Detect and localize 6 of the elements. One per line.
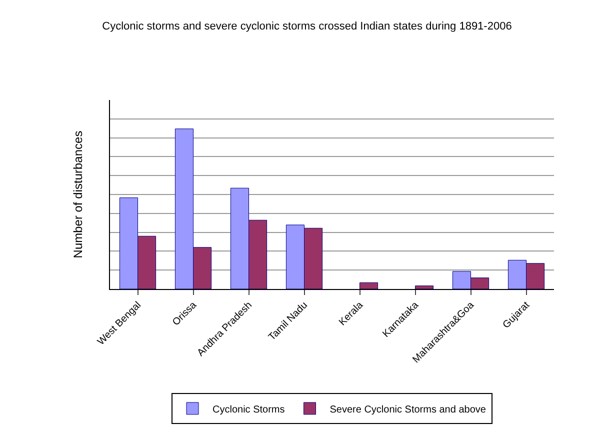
chart-title: Cyclonic storms and severe cyclonic storms crossed Indian states during 1891-2006: [102, 20, 512, 32]
bar: [415, 286, 434, 289]
bar: [360, 282, 378, 289]
y-axis-title: Number of disturbances: [71, 130, 85, 258]
legend-label: Severe Cyclonic Storms and above: [330, 404, 486, 416]
legend-label: Cyclonic Storms: [212, 404, 285, 416]
